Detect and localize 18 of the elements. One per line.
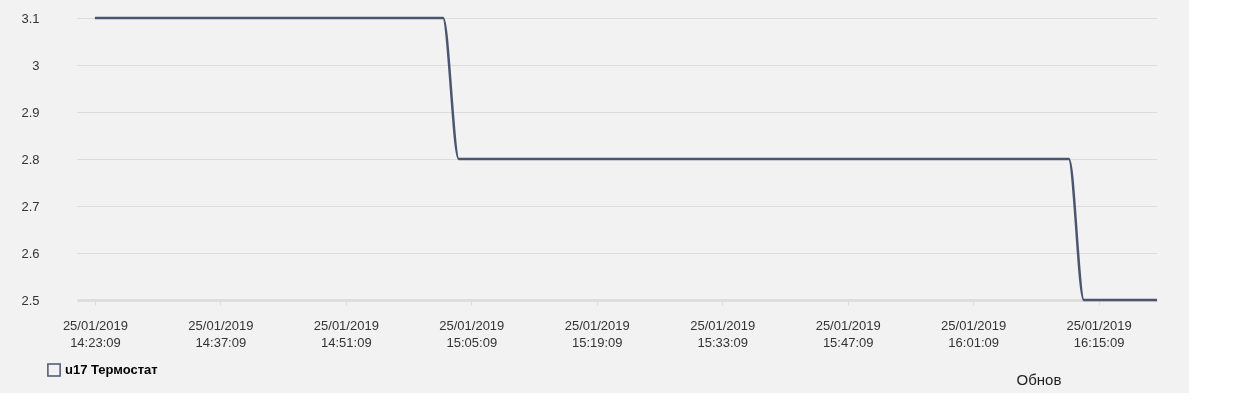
y-tick-label: 2.6 — [21, 245, 40, 261]
x-tick-label: 25/01/2019 16:01:09 — [941, 317, 1007, 350]
y-tick-label: 3.1 — [21, 10, 40, 26]
y-tick-label: 2.8 — [21, 151, 40, 167]
y-tick-label: 2.9 — [21, 104, 40, 120]
x-tick-label: 25/01/2019 15:19:09 — [564, 317, 630, 350]
text: Обнов — [1016, 371, 1062, 388]
x-tick-label: 25/01/2019 15:05:09 — [439, 317, 505, 350]
x-tick-label: 25/01/2019 14:37:09 — [188, 317, 254, 350]
x-tick-label: 25/01/2019 14:23:09 — [62, 317, 128, 350]
x-tick-label: 25/01/2019 15:47:09 — [815, 317, 881, 350]
x-tick-label: 25/01/2019 15:33:09 — [690, 317, 756, 350]
x-tick-label: 25/01/2019 14:51:09 — [313, 317, 379, 350]
y-tick-label: 2.5 — [21, 292, 40, 308]
y-tick-label: 2.7 — [21, 198, 40, 214]
legend-label: u17 Термостат — [65, 362, 158, 377]
y-tick-label: 3 — [32, 57, 40, 73]
x-tick-label: 25/01/2019 16:15:09 — [1066, 317, 1132, 350]
